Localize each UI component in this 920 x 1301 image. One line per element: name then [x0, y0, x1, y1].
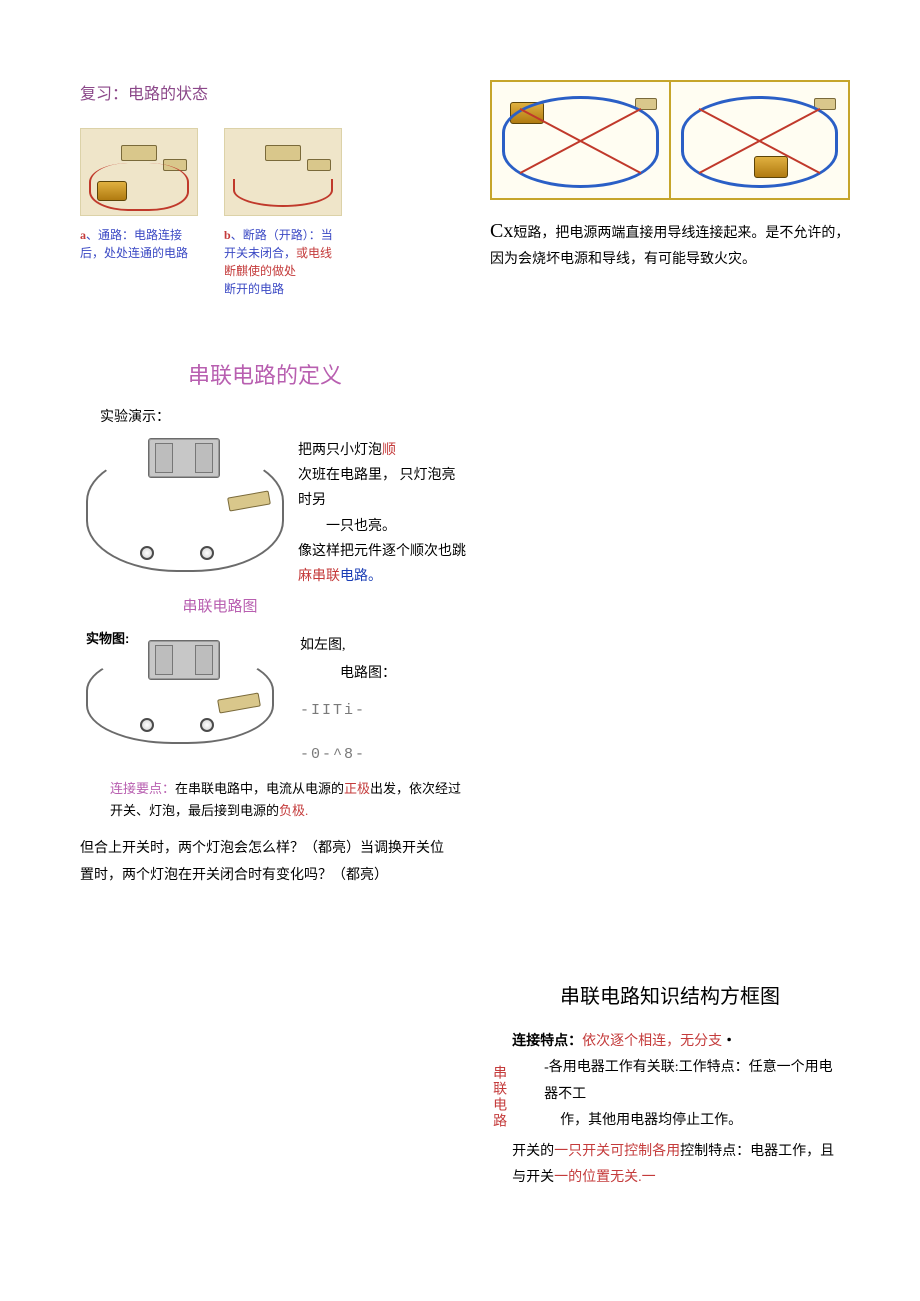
short-circuit-text: Cx短路，把电源两端直接用导线连接起来。是不允许的，因为会烧坏电源和导线，有可能…	[490, 214, 850, 272]
f-l4: 开关的一只开关可控制各用控制特点：电器工作，且与开关一的位置无关.一	[512, 1139, 842, 1192]
short-circuit-column: Cx短路，把电源两端直接用导线连接起来。是不允许的，因为会烧坏电源和导线，有可能…	[490, 80, 850, 272]
connection-note: 连接要点：在串联电路中，电流从电源的正极出发，依次经过开关、灯泡，最后接到电源的…	[110, 778, 470, 822]
s-t1a: 把两只小灯泡	[298, 443, 382, 458]
connect-label: 连接要点：	[110, 781, 175, 796]
b-t3: 断开的电路	[224, 282, 284, 296]
power-supply-icon	[148, 438, 220, 478]
schematic-line-2: -0-^8-	[300, 740, 470, 770]
short-left-panel	[492, 82, 671, 198]
short-circuit-figure	[490, 80, 850, 200]
series-definition-title: 串联电路的定义	[80, 358, 450, 390]
series-diagram-title: 串联电路图	[80, 595, 360, 616]
short-body: 短路，把电源两端直接用导线连接起来。是不允许的，因为会烧坏电源和导线，有可能导致…	[490, 226, 849, 267]
f-l2: -各用电器工作有关联:工作特点：任意一个用电器不工	[512, 1055, 842, 1108]
schematic-label: 电路图：	[300, 660, 396, 688]
circuit-a-box: a、通路：电路连接后，处处连通的电路	[80, 128, 200, 298]
f-l4b: 一只开关可控制各用	[554, 1144, 680, 1159]
framework-lines: 连接特点：依次逐个相连，无分支・ -各用电器工作有关联:工作特点：任意一个用电器…	[512, 1029, 842, 1193]
series-experiment-row: 把两只小灯泡顺 次班在电路里， 只灯泡亮时另 一只也亮。 像这样把元件逐个顺次也…	[80, 432, 860, 589]
b-prefix: b	[224, 228, 231, 242]
bulb-icon	[121, 145, 157, 161]
f-l3: 作，其他用电器均停止工作。	[512, 1108, 842, 1135]
framework-body: 串联电路 连接特点：依次逐个相连，无分支・ -各用电器工作有关联:工作特点：任意…	[490, 1029, 850, 1193]
power-supply-icon	[148, 640, 220, 680]
f-l4a: 开关的	[512, 1144, 554, 1159]
s-t5a: 麻串联	[298, 569, 340, 584]
lamp-icon	[200, 546, 214, 560]
circuit-b-box: b、断路（开路）：当开关未闭合，或电线断麒使的做处断开的电路	[224, 128, 344, 298]
series-experiment-image	[80, 432, 290, 582]
circuit-b-caption: b、断路（开路）：当开关未闭合，或电线断麒使的做处断开的电路	[224, 226, 344, 298]
connect-r2: 负极.	[279, 803, 308, 818]
schematic-line-1: -IITi-	[300, 696, 470, 726]
s-t4: 像这样把元件逐个顺次也跳	[298, 544, 466, 559]
bottom-row: 串联电路知识结构方框图 串联电路 连接特点：依次逐个相连，无分支・ -各用电器工…	[80, 890, 860, 1193]
s-t1b: 顺	[382, 443, 396, 458]
circuit-state-row: a、通路：电路连接后，处处连通的电路 b、断路（开路）：当开关未闭合，或电线断麒…	[80, 128, 450, 298]
connect-t1: 在串联电路中，电流从电源的	[175, 781, 344, 796]
f-l1-dot: ・	[722, 1034, 736, 1049]
cx-label: Cx	[490, 220, 513, 242]
series-physical-image: 实物图:	[80, 626, 290, 756]
top-row: 复习：电路的状态 a、通路：电路连接后，处处连通的电路	[80, 80, 860, 308]
bulb-icon	[265, 145, 301, 161]
series-experiment-text: 把两只小灯泡顺 次班在电路里， 只灯泡亮时另 一只也亮。 像这样把元件逐个顺次也…	[298, 432, 468, 589]
switch-icon	[307, 159, 331, 171]
a-text: 、通路：电路连接后，处处连通的电路	[80, 228, 188, 260]
experiment-label: 实验演示：	[100, 406, 860, 426]
circuit-a-caption: a、通路：电路连接后，处处连通的电路	[80, 226, 200, 262]
framework-block: 串联电路知识结构方框图 串联电路 连接特点：依次逐个相连，无分支・ -各用电器工…	[490, 980, 850, 1193]
left-label: 如左图,	[300, 638, 346, 653]
framework-title: 串联电路知识结构方框图	[490, 980, 850, 1009]
s-t3: 一只也亮。	[298, 514, 396, 539]
framework-vertical-label: 串联电路	[490, 1065, 506, 1129]
f-l4d: 一的位置无关.一	[554, 1170, 656, 1185]
question-text: 但合上开关时，两个灯泡会怎么样？（都亮）当调换开关位置时，两个灯泡在开关闭合时有…	[80, 836, 450, 889]
b-t1: 、断路（开路）：	[231, 228, 321, 242]
s-t2: 次班在电路里， 只灯泡亮时另	[298, 468, 456, 508]
f-l1-red: 依次逐个相连，无分支	[582, 1034, 722, 1049]
s-t5b: 电路。	[340, 569, 382, 584]
short-right-panel	[671, 82, 848, 198]
series-diagram-text: 如左图, 电路图： -IITi- -0-^8-	[300, 626, 470, 770]
review-column: 复习：电路的状态 a、通路：电路连接后，处处连通的电路	[80, 80, 450, 308]
lamp-icon	[140, 546, 154, 560]
f-l1-label: 连接特点：	[512, 1034, 582, 1049]
open-wire-icon	[233, 179, 333, 207]
review-title: 复习：电路的状态	[80, 80, 450, 104]
circuit-b-image	[224, 128, 342, 216]
circuit-a-image	[80, 128, 198, 216]
blue-wire-icon	[502, 96, 659, 188]
wire-icon	[89, 163, 189, 211]
connect-r1: 正极	[344, 781, 370, 796]
blue-wire-icon	[681, 96, 838, 188]
series-diagram-row: 实物图: 如左图, 电路图： -IITi- -0-^8-	[80, 626, 860, 770]
